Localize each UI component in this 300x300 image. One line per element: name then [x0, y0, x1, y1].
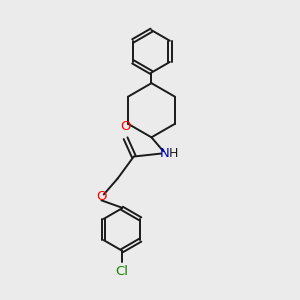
Text: O: O [120, 120, 131, 133]
Text: O: O [96, 190, 107, 203]
Text: N: N [160, 147, 169, 160]
Text: H: H [168, 147, 178, 160]
Text: Cl: Cl [116, 266, 128, 278]
